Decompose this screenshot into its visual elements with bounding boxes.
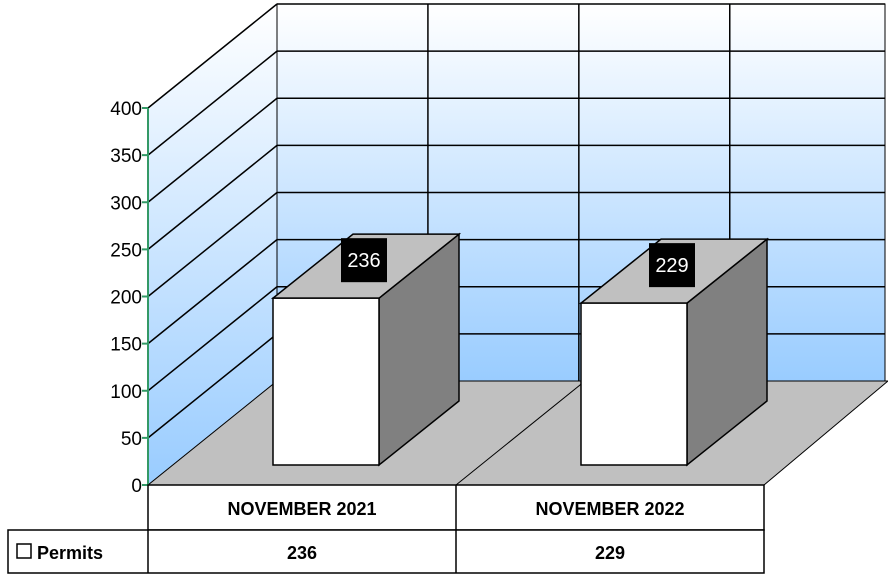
y-tick-label: 50 — [121, 429, 142, 450]
y-tick-label: 400 — [110, 99, 142, 120]
table-value: 236 — [287, 543, 317, 563]
y-tick-label: 350 — [110, 146, 142, 167]
table-data-row — [8, 530, 764, 573]
data-table: NOVEMBER 2021 236 NOVEMBER 2022 229 Permits — [8, 485, 764, 573]
y-tick-label: 300 — [110, 193, 142, 214]
y-tick-label: 250 — [110, 240, 142, 261]
category-label: NOVEMBER 2021 — [227, 499, 376, 519]
y-tick-label: 0 — [131, 476, 142, 497]
floor — [148, 381, 888, 485]
series-name: Permits — [37, 543, 103, 563]
y-tick-label: 200 — [110, 288, 142, 309]
bar-front — [581, 303, 687, 465]
bar-front — [273, 298, 379, 465]
data-label-1: 236 — [341, 238, 387, 282]
y-tick-label: 150 — [110, 335, 142, 356]
table-value: 229 — [595, 543, 625, 563]
legend-key — [17, 544, 31, 558]
data-label-2: 229 — [649, 243, 695, 287]
value-axis-ticks: 0 50 100 150 200 250 300 350 400 — [110, 99, 148, 497]
data-label-text: 236 — [347, 250, 380, 272]
category-label: NOVEMBER 2022 — [535, 499, 684, 519]
y-tick-label: 100 — [110, 382, 142, 403]
data-label-text: 229 — [655, 255, 688, 277]
